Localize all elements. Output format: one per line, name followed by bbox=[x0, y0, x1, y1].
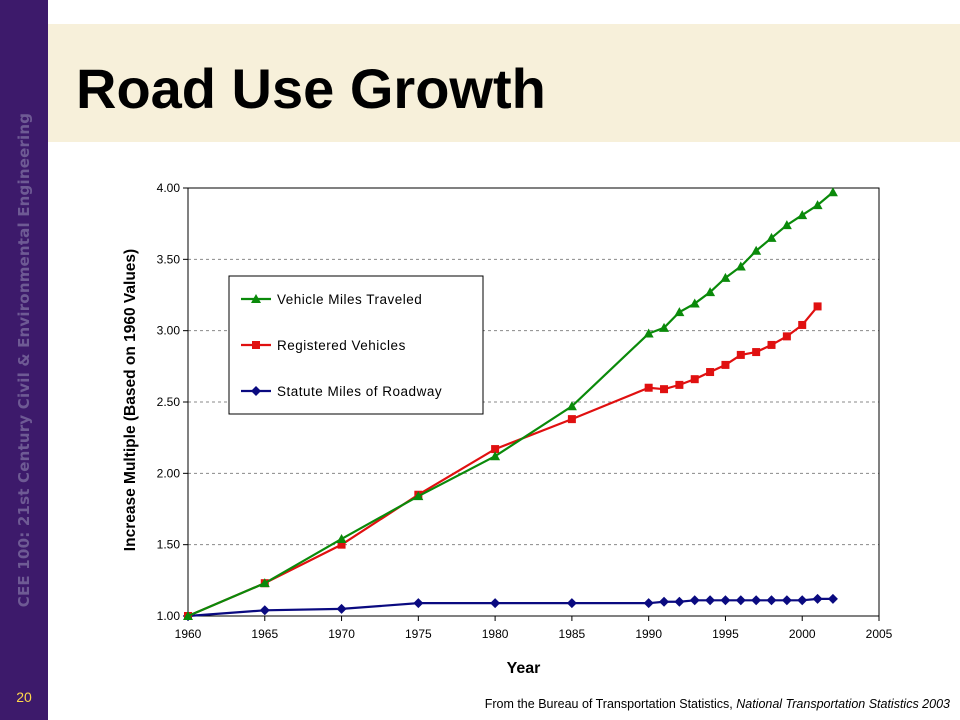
source-citation: From the Bureau of Transportation Statis… bbox=[485, 697, 950, 711]
legend-marker bbox=[252, 341, 260, 349]
data-point bbox=[413, 491, 424, 501]
series-statute-miles-of-roadway bbox=[183, 593, 838, 621]
legend-item: Registered Vehicles bbox=[241, 338, 406, 353]
x-tick-label: 1975 bbox=[405, 627, 432, 641]
data-point bbox=[705, 595, 716, 606]
x-tick-label: 1990 bbox=[635, 627, 662, 641]
data-point bbox=[643, 328, 654, 338]
y-tick-label: 4.00 bbox=[157, 181, 181, 195]
data-point bbox=[183, 611, 193, 620]
data-point bbox=[721, 360, 730, 369]
data-point bbox=[566, 401, 577, 411]
plot-frame bbox=[187, 187, 880, 617]
data-point bbox=[705, 287, 716, 297]
data-point bbox=[660, 385, 669, 394]
sidebar: CEE 100: 21st Century Civil & Environmen… bbox=[0, 0, 48, 720]
x-axis-label: Year bbox=[507, 660, 541, 677]
data-point bbox=[689, 595, 700, 606]
data-point bbox=[735, 595, 746, 606]
x-tick-label: 1980 bbox=[482, 627, 509, 641]
legend-item: Vehicle Miles Traveled bbox=[241, 292, 422, 307]
y-tick-label: 2.50 bbox=[157, 395, 181, 409]
data-point bbox=[706, 368, 715, 377]
title-band bbox=[48, 24, 960, 142]
data-point bbox=[798, 320, 807, 329]
data-point bbox=[674, 596, 685, 607]
data-point bbox=[566, 598, 577, 609]
data-point bbox=[659, 322, 670, 332]
data-point bbox=[812, 593, 823, 604]
legend: Vehicle Miles Traveled Registered Vehicle… bbox=[228, 275, 484, 415]
data-point bbox=[336, 603, 347, 614]
x-tick-label: 1985 bbox=[559, 627, 586, 641]
x-tick-label: 1960 bbox=[175, 627, 202, 641]
data-point bbox=[827, 593, 838, 604]
x-tick-label: 1995 bbox=[712, 627, 739, 641]
data-point bbox=[720, 595, 731, 606]
legend-box bbox=[228, 275, 484, 415]
data-point bbox=[781, 595, 792, 606]
data-point bbox=[490, 451, 501, 461]
series-line bbox=[187, 597, 833, 618]
y-tick-label: 3.50 bbox=[157, 252, 181, 266]
data-point bbox=[813, 302, 822, 311]
data-point bbox=[735, 261, 746, 271]
data-point bbox=[337, 540, 346, 549]
data-point bbox=[751, 595, 762, 606]
data-point bbox=[491, 445, 500, 454]
legend-marker bbox=[251, 386, 261, 396]
data-point bbox=[689, 298, 700, 308]
data-point bbox=[797, 595, 808, 606]
x-tick-label: 2000 bbox=[789, 627, 816, 641]
legend-marker bbox=[251, 294, 261, 303]
data-point bbox=[567, 415, 576, 424]
series-vehicle-miles-traveled bbox=[183, 187, 838, 620]
y-tick-label: 1.50 bbox=[157, 538, 181, 552]
data-point bbox=[812, 200, 823, 210]
data-point bbox=[336, 533, 347, 543]
y-tick-label: 2.00 bbox=[157, 466, 181, 480]
y-axis-label: Increase Multiple (Based on 1960 Values) bbox=[122, 249, 139, 551]
x-tick-label: 2005 bbox=[866, 627, 893, 641]
line-chart: 1.00 1.50 2.00 2.50 3.00 3.50 4.00 1960 1965 1970… bbox=[122, 181, 893, 677]
data-point bbox=[413, 598, 424, 609]
data-point bbox=[675, 380, 684, 389]
data-point bbox=[490, 598, 501, 609]
data-point bbox=[644, 383, 653, 392]
y-tick-label: 1.00 bbox=[157, 609, 181, 623]
slide-title: Road Use Growth bbox=[76, 57, 546, 120]
data-point bbox=[751, 245, 762, 255]
source-title: National Transportation Statistics 2003 bbox=[736, 697, 950, 711]
data-point bbox=[781, 220, 792, 230]
slide-number: 20 bbox=[16, 689, 32, 705]
data-point bbox=[752, 348, 761, 357]
data-point bbox=[259, 605, 270, 616]
data-point bbox=[827, 187, 838, 197]
legend-item: Statute Miles of Roadway bbox=[241, 384, 442, 399]
legend-label: Statute Miles of Roadway bbox=[277, 384, 442, 399]
data-point bbox=[766, 232, 777, 242]
data-point bbox=[767, 340, 776, 349]
legend-label: Vehicle Miles Traveled bbox=[277, 292, 422, 307]
data-point bbox=[659, 596, 670, 607]
data-point bbox=[643, 598, 654, 609]
data-point bbox=[674, 307, 685, 317]
y-tick-label: 3.00 bbox=[157, 324, 181, 338]
data-point bbox=[259, 578, 270, 588]
source-prefix: From the Bureau of Transportation Statis… bbox=[484, 697, 733, 711]
data-point bbox=[736, 350, 745, 359]
data-point bbox=[720, 272, 731, 282]
x-tick-label: 1970 bbox=[328, 627, 355, 641]
data-point bbox=[690, 375, 699, 384]
legend-label: Registered Vehicles bbox=[277, 338, 406, 353]
x-tick-label: 1965 bbox=[251, 627, 278, 641]
data-point bbox=[782, 332, 791, 341]
data-point bbox=[766, 595, 777, 606]
data-point bbox=[797, 210, 808, 220]
